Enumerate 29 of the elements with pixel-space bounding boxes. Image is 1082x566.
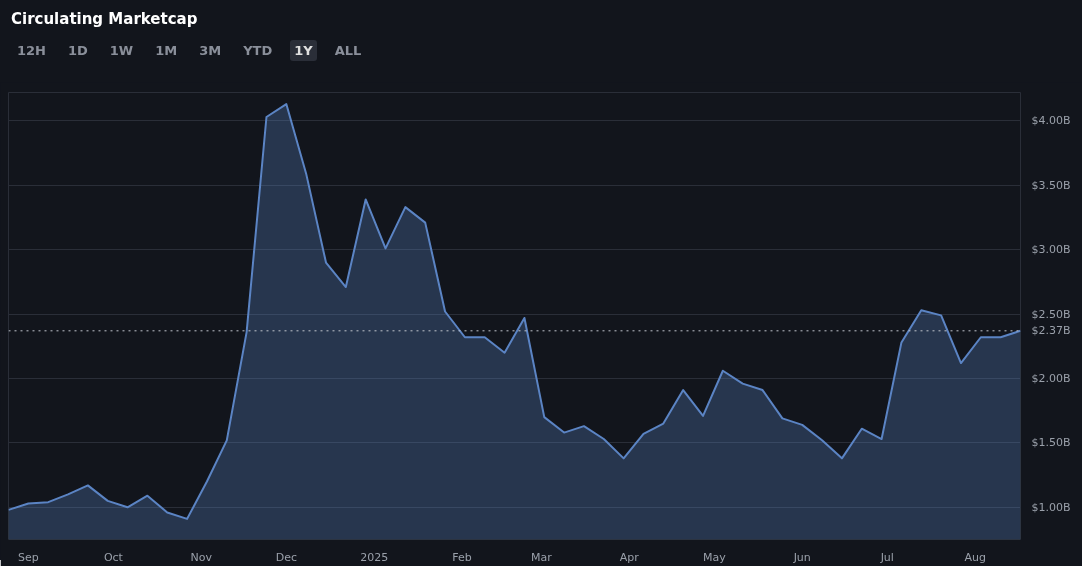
x-tick-label: Apr xyxy=(619,550,640,564)
x-tick-label: May xyxy=(702,550,727,564)
text: 1M xyxy=(154,42,179,61)
x-tick-label: Mar xyxy=(531,550,553,564)
x-tick-label: Oct xyxy=(103,550,124,564)
x-tick-label: 2025 xyxy=(360,550,389,564)
text: ALL xyxy=(333,42,363,61)
y-tick-label: $4.00B xyxy=(1031,114,1071,128)
y-tick-label: $2.50B xyxy=(1031,307,1071,321)
text: 1W xyxy=(108,42,135,61)
text: 1D xyxy=(67,42,89,61)
chart-title: Circulating Marketcap xyxy=(11,9,199,30)
x-tick-label: Nov xyxy=(190,550,213,564)
y-tick-label: $3.00B xyxy=(1031,243,1071,257)
x-tick-label: Aug xyxy=(964,550,986,564)
text: 1Y xyxy=(290,40,317,62)
y-tick-label: $1.00B xyxy=(1031,500,1071,514)
text: YTD xyxy=(242,42,274,61)
y-tick-label: $3.50B xyxy=(1031,178,1071,192)
ref-line-label: $2.37B xyxy=(1031,324,1071,338)
x-tick-label: Feb xyxy=(452,550,472,564)
x-tick-label: Dec xyxy=(275,550,297,564)
x-tick-label: Sep xyxy=(17,550,39,564)
text: 3M xyxy=(198,42,223,61)
x-tick-label: Jun xyxy=(792,550,811,564)
x-tick-label: Jul xyxy=(879,550,894,564)
y-tick-label: $2.00B xyxy=(1031,371,1071,385)
y-tick-label: $1.50B xyxy=(1031,436,1071,450)
text: 12H xyxy=(16,42,47,61)
